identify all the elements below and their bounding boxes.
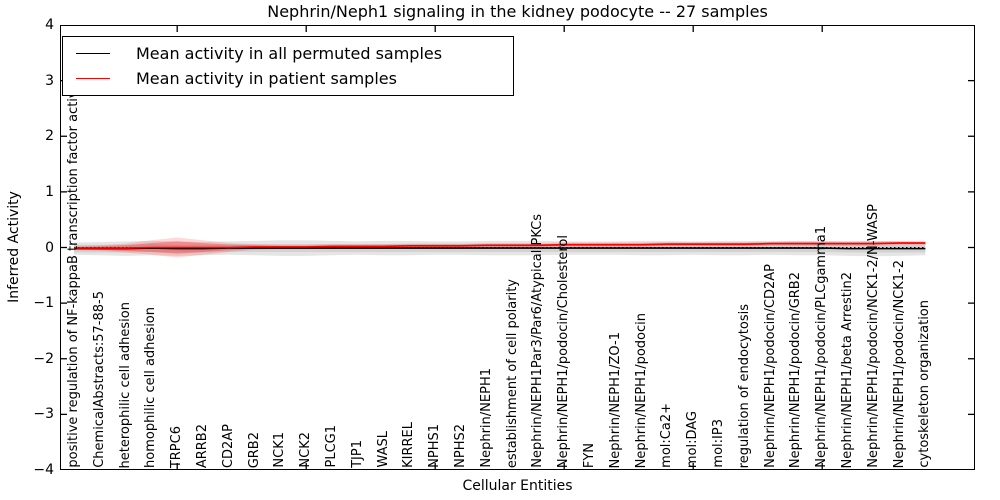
x-category-label: GRB2 [246, 431, 262, 468]
patient-mean-line [74, 242, 926, 249]
x-category-label: PLCG1 [324, 425, 339, 468]
x-category-label: regulation of endocytosis [736, 303, 752, 468]
x-category-label: NCK1 [272, 432, 288, 468]
x-category-label: KIRREL [401, 422, 417, 468]
x-category-label: ARRB2 [195, 423, 210, 468]
x-category-label: NCK2 [298, 432, 314, 468]
x-category-label: mol:Ca2+ [659, 403, 675, 468]
permuted-mean-line [74, 247, 926, 250]
chart-title: Nephrin/Neph1 signaling in the kidney po… [267, 2, 768, 21]
legend-row-patient: Mean activity in patient samples [63, 69, 513, 88]
x-category-label: Nephrin/NEPH1/podocin/Cholesterol [556, 234, 572, 468]
x-category-label: Nephrin/NEPH1/podocin/CD2AP [762, 264, 778, 468]
x-category-label: homophilic cell adhesion [143, 307, 159, 468]
x-category-label: Nephrin/NEPH1/podocin [633, 312, 649, 468]
legend-label-patient: Mean activity in patient samples [136, 69, 397, 89]
legend-line-sample-black [76, 52, 110, 54]
x-category-label: NPHS1 [427, 424, 443, 468]
legend-label-permuted: Mean activity in all permuted samples [136, 43, 443, 63]
x-category-label: Nephrin/NEPH1/ZO-1 [607, 331, 623, 468]
x-category-label: TRPC6 [169, 425, 185, 468]
y-tick-label: −3 [33, 406, 54, 423]
x-category-label: Nephrin/NEPH1 [478, 368, 494, 468]
y-tick-label: 1 [45, 183, 54, 200]
x-category-label: ChemicalAbstracts:57-88-5 [91, 291, 107, 468]
x-category-label: Nephrin/NEPH1/podocin/PLCgamma1 [814, 226, 830, 468]
y-tick-label: 2 [45, 128, 54, 145]
x-category-label: Nephrin/NEPH1/podocin/NCK1-2/N-WASP [865, 204, 881, 468]
x-category-label: FYN [582, 442, 597, 468]
x-category-label: heterophilic cell adhesion [117, 301, 133, 469]
x-category-label: NPHS2 [453, 424, 468, 468]
legend: Mean activity in all permuted samples Me… [62, 36, 514, 96]
x-category-label: establishment of cell polarity [504, 278, 520, 468]
x-category-label: cytoskeleton organization [917, 300, 933, 468]
x-category-label: positive regulation of NF-kappaB transcr… [66, 74, 81, 468]
x-category-label: Nephrin/NEPH1Par3/Par6/Atypical PKCs [530, 214, 546, 468]
x-category-label: TJP1 [349, 440, 365, 468]
y-tick-label: 4 [45, 17, 54, 33]
x-axis-title: Cellular Entities [462, 478, 573, 494]
y-tick-label: 0 [45, 239, 54, 256]
x-category-label: mol:IP3 [711, 419, 726, 468]
y-tick-label: 3 [45, 72, 54, 89]
x-category-label: Nephrin/NEPH1/podocin/GRB2 [788, 271, 804, 468]
y-tick-label: −2 [33, 350, 54, 367]
plot-canvas [61, 25, 974, 470]
x-category-label: Nephrin/NEPH1/beta Arrestin2 [840, 271, 855, 469]
legend-line-sample-red [76, 78, 110, 80]
legend-row-permuted: Mean activity in all permuted samples [63, 44, 513, 63]
y-tick-label: −1 [33, 295, 54, 312]
x-category-label: WASL [375, 431, 391, 468]
x-category-label: Nephrin/NEPH1/podocin/NCK1-2 [891, 259, 907, 468]
y-tick-label: −4 [33, 462, 54, 478]
x-category-label: CD2AP [220, 423, 236, 468]
x-category-label: mol:DAG [685, 410, 701, 468]
